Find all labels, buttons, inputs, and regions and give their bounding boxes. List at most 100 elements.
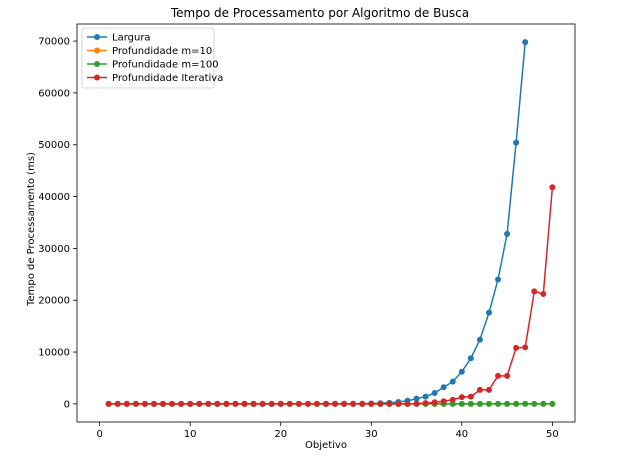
y-tick-label: 20000 [38, 296, 70, 307]
data-point [323, 400, 329, 407]
data-point [476, 400, 483, 407]
data-point [467, 393, 474, 400]
x-axis-ticks: 0 10 20 30 40 50 [96, 422, 559, 440]
data-point [431, 399, 438, 406]
data-point [467, 400, 474, 407]
data-point [449, 396, 456, 403]
data-point [205, 400, 212, 407]
data-point [504, 400, 511, 407]
data-point [214, 400, 221, 407]
x-axis-label: Objetivo [305, 440, 347, 451]
y-tick-label: 10000 [38, 348, 70, 359]
data-point [377, 400, 384, 407]
data-point [485, 309, 492, 316]
data-point [531, 400, 538, 407]
data-point [114, 400, 121, 407]
legend-label: Profundidade m=10 [112, 46, 212, 57]
data-point [495, 400, 502, 407]
data-point [350, 400, 357, 407]
data-point [440, 398, 447, 405]
data-point [476, 386, 483, 393]
x-tick-label: 50 [546, 429, 559, 440]
data-point [178, 400, 185, 407]
data-point [540, 290, 547, 297]
legend-item: Profundidade m=10 [87, 46, 212, 57]
data-point [332, 400, 339, 407]
x-tick-label: 30 [365, 429, 378, 440]
data-point [458, 368, 465, 375]
data-point [458, 394, 465, 401]
legend-marker [94, 61, 100, 67]
y-tick-label: 50000 [38, 140, 70, 151]
x-tick-label: 40 [455, 429, 468, 440]
legend: Largura Profundidade m=10 Profundidade m=1… [81, 27, 223, 89]
legend-item: Profundidade Iterativa [87, 73, 223, 84]
chart-title: Tempo de Processamento por Algoritmo de … [170, 6, 469, 20]
data-point [431, 389, 438, 396]
data-point [522, 400, 529, 407]
series-layer [105, 39, 556, 407]
data-point [304, 400, 311, 407]
legend-item: Largura [87, 33, 151, 44]
data-point [522, 39, 529, 46]
data-point [513, 139, 520, 146]
series-3 [105, 184, 556, 407]
y-tick-label: 30000 [38, 244, 70, 255]
data-point [413, 400, 420, 407]
data-point [513, 344, 520, 351]
data-point [341, 400, 348, 407]
plot-frame [76, 23, 576, 423]
data-point [476, 336, 483, 343]
data-point [495, 276, 502, 283]
data-point [495, 372, 502, 379]
y-axis-ticks: 0 10000 20000 30000 40000 50000 60000 70000 [38, 37, 77, 410]
data-point [368, 400, 375, 407]
data-point [485, 386, 492, 393]
data-point [160, 400, 167, 407]
data-point [531, 288, 538, 295]
data-point [395, 400, 402, 407]
legend-item: Profundidade m=100 [87, 60, 219, 71]
data-point [286, 400, 293, 407]
data-point [295, 400, 302, 407]
data-point [150, 400, 157, 407]
legend-marker [94, 47, 100, 54]
plot-area [76, 23, 576, 423]
data-point [485, 400, 492, 407]
data-point [513, 400, 520, 407]
data-point [223, 400, 230, 407]
data-point [132, 400, 139, 407]
data-point [449, 378, 456, 385]
data-point [250, 400, 257, 407]
legend-label: Largura [112, 33, 151, 44]
data-point [169, 400, 176, 407]
data-point [549, 184, 556, 191]
data-point [522, 344, 529, 351]
y-tick-label: 0 [64, 399, 70, 410]
data-point [422, 400, 429, 407]
data-point [313, 400, 320, 407]
data-point [141, 400, 148, 407]
data-point [504, 230, 511, 237]
legend-marker [94, 34, 100, 40]
x-tick-label: 20 [274, 429, 287, 440]
data-point [105, 400, 112, 407]
data-point [268, 400, 275, 407]
data-point [413, 395, 420, 402]
data-point [232, 400, 239, 407]
data-point [449, 400, 456, 407]
data-point [277, 400, 284, 407]
legend-marker [94, 74, 100, 81]
data-point [259, 400, 266, 407]
data-point [404, 400, 411, 407]
data-point [458, 400, 465, 407]
y-tick-label: 70000 [38, 37, 70, 48]
legend-box [81, 27, 215, 89]
legend-label: Profundidade m=100 [112, 60, 219, 71]
data-point [241, 400, 248, 407]
data-point [422, 393, 429, 400]
data-point [187, 400, 194, 407]
data-point [467, 355, 474, 362]
data-point [440, 384, 447, 391]
